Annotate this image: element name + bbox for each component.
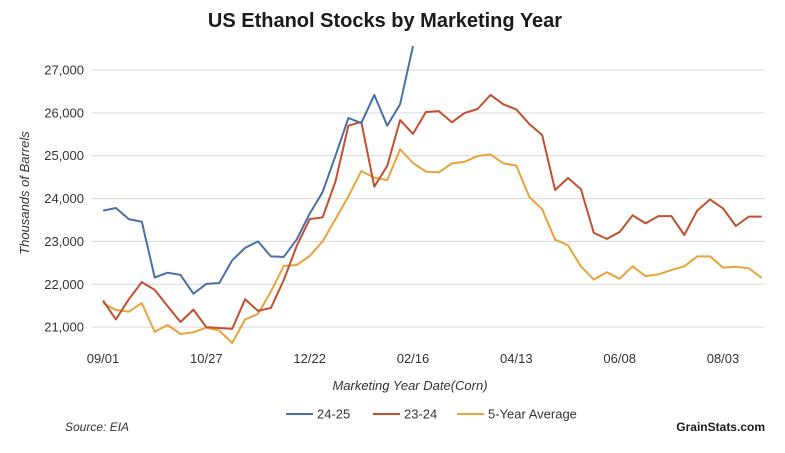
legend-label: 24-25 — [317, 407, 350, 422]
series-lines — [102, 45, 763, 344]
legend: 24-25 23-24 5-Year Average — [286, 407, 577, 422]
gridlines — [92, 69, 765, 328]
series-line-23-24 — [102, 93, 762, 330]
y-axis-label: Thousands of Barrels — [17, 131, 32, 255]
legend-label: 23-24 — [404, 407, 437, 422]
x-axis-label: Marketing Year Date(Corn) — [332, 378, 487, 393]
x-tick-label: 06/08 — [603, 351, 636, 366]
x-tick-label: 08/03 — [707, 351, 740, 366]
y-tick-label: 26,000 — [44, 105, 84, 120]
x-tick-label: 04/13 — [500, 351, 533, 366]
y-tick-label: 25,000 — [44, 148, 84, 163]
x-tick-label: 09/01 — [87, 351, 120, 366]
brand-label: GrainStats.com — [676, 420, 765, 434]
series-line-5-year-average — [102, 148, 763, 344]
x-tick-label: 10/27 — [190, 351, 223, 366]
y-tick-label: 21,000 — [44, 320, 84, 335]
source-note: Source: EIA — [65, 420, 129, 434]
chart-title: US Ethanol Stocks by Marketing Year — [208, 10, 562, 32]
y-tick-labels: 21,000 22,000 23,000 24,000 25,000 26,000 27,0… — [44, 63, 84, 335]
series-line-24-25 — [102, 45, 414, 295]
y-tick-label: 23,000 — [44, 234, 84, 249]
y-tick-label: 24,000 — [44, 191, 84, 206]
x-tick-label: 02/16 — [397, 351, 430, 366]
y-tick-label: 27,000 — [44, 63, 84, 78]
y-tick-label: 22,000 — [44, 277, 84, 292]
x-tick-labels: 09/01 10/27 12/22 02/16 04/13 06/08 08/03 — [87, 351, 740, 366]
x-tick-label: 12/22 — [293, 351, 326, 366]
legend-label: 5-Year Average — [488, 407, 577, 422]
